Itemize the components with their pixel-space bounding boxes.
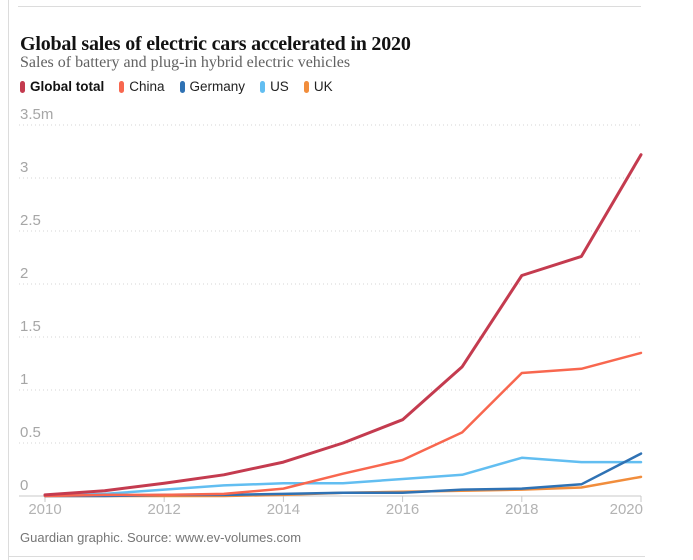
legend-swatch-icon (119, 81, 125, 93)
y-axis-label: 1 (20, 371, 29, 388)
legend-item-uk: UK (303, 79, 333, 94)
bottom-border-rule (8, 556, 645, 557)
y-axis-label: 3.5m (20, 106, 54, 123)
legend-swatch-icon (260, 81, 266, 93)
x-axis-label: 2020 (609, 501, 643, 518)
series-line-china (43, 351, 643, 498)
legend-label: Germany (189, 79, 246, 94)
legend-label: US (270, 79, 289, 94)
series-line-us (43, 456, 643, 498)
chart-subtitle: Sales of battery and plug-in hybrid elec… (20, 54, 351, 71)
x-axis-label: 2012 (147, 501, 181, 518)
chart-legend: Global total China Germany US UK (20, 80, 333, 94)
line-chart-svg (19, 124, 643, 502)
x-axis-label: 2016 (385, 501, 420, 518)
legend-swatch-icon (303, 81, 309, 93)
chart-plot-area: 3.5m 3 2.5 2 1.5 1 0.5 0 2010 2012 2014 2016 2018 20… (0, 100, 693, 520)
y-axis-label: 2.5 (20, 212, 41, 229)
x-axis-label: 2014 (266, 501, 301, 518)
legend-label: UK (313, 79, 333, 94)
legend-item-germany: Germany (179, 79, 246, 94)
y-axis-label: 3 (20, 159, 29, 176)
x-axis-label: 2018 (505, 501, 539, 518)
y-axis-label: 0 (20, 477, 29, 494)
y-axis-label: 0.5 (20, 424, 41, 441)
x-axis-label: 2010 (28, 501, 62, 518)
source-credit: Guardian graphic. Source: www.ev-volumes… (20, 530, 302, 545)
legend-label: Global total (30, 79, 105, 94)
top-border-rule (18, 6, 641, 7)
left-border-rule (8, 0, 9, 560)
legend-item-global-total: Global total (20, 80, 104, 94)
legend-item-china: China (119, 79, 165, 94)
y-axis-label: 2 (20, 265, 29, 282)
legend-item-us: US (260, 80, 289, 94)
legend-swatch-icon (179, 81, 185, 93)
chart-title: Global sales of electric cars accelerate… (20, 33, 411, 56)
legend-label: China (129, 79, 165, 94)
legend-swatch-icon (20, 81, 25, 93)
series-line-global-total (43, 153, 643, 497)
y-axis-label: 1.5 (20, 318, 41, 335)
